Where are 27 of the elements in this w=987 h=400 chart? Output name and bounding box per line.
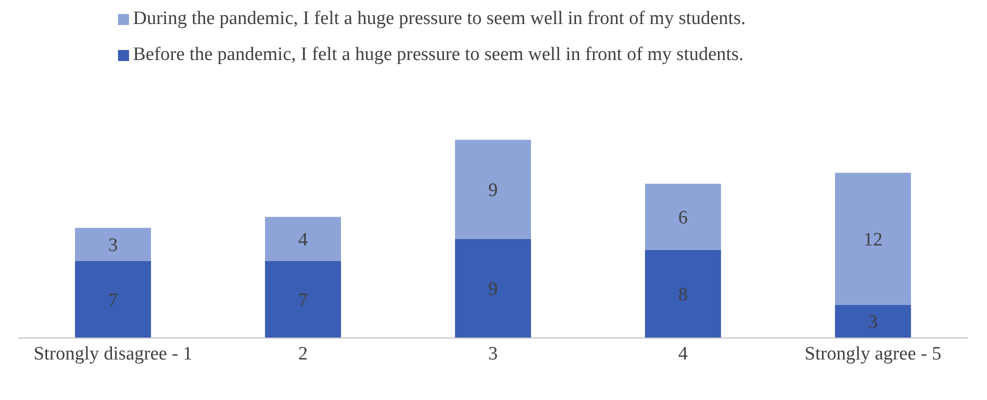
data-label: 12 bbox=[864, 230, 882, 251]
bar bbox=[835, 304, 911, 338]
x-tick-label: 4 bbox=[678, 343, 688, 364]
data-label: 6 bbox=[678, 208, 688, 229]
data-label: 8 bbox=[678, 284, 688, 306]
data-label: 7 bbox=[108, 290, 118, 312]
x-tick-label: Strongly agree - 5 bbox=[804, 343, 942, 364]
legend-label: Before the pandemic, I felt a huge pressure to seem well in front of my students. bbox=[133, 44, 744, 66]
bar bbox=[645, 250, 721, 338]
data-label: 9 bbox=[488, 279, 498, 300]
data-label: 3 bbox=[108, 235, 118, 256]
data-label: 4 bbox=[298, 230, 308, 251]
bar bbox=[835, 172, 911, 305]
x-tick-label: 2 bbox=[298, 343, 308, 364]
data-label: 9 bbox=[488, 180, 498, 202]
data-label: 3 bbox=[868, 312, 878, 334]
bar bbox=[455, 238, 531, 338]
legend-label: During the pandemic, I felt a huge pressure to seem well in front of my students. bbox=[133, 8, 746, 30]
bar bbox=[75, 228, 151, 261]
bar bbox=[75, 260, 151, 338]
bar bbox=[455, 140, 531, 239]
bar bbox=[265, 216, 341, 261]
bar bbox=[645, 184, 721, 250]
data-label: 7 bbox=[298, 290, 308, 312]
bar bbox=[265, 260, 341, 338]
x-tick-label: Strongly disagree - 1 bbox=[34, 343, 192, 364]
x-tick-label: 3 bbox=[488, 343, 498, 364]
